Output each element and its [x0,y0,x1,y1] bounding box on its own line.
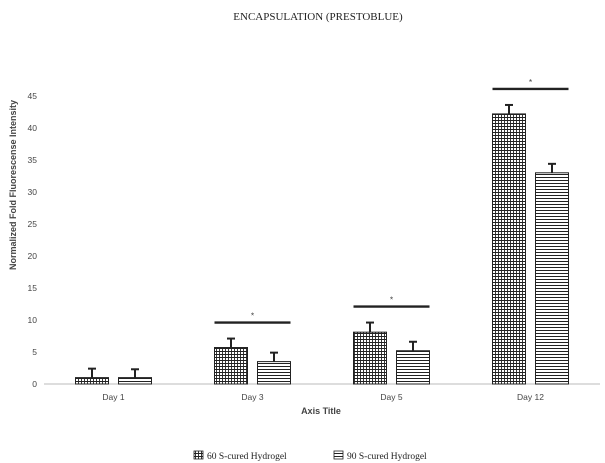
y-tick-label: 20 [28,251,38,261]
error-bar [366,321,374,333]
svg-text:*: * [390,295,394,305]
y-tick-label: 45 [28,91,38,101]
legend: 60 S-cured Hydrogel 90 S-cured Hydrogel [193,450,427,462]
legend-swatch-60s [193,450,204,460]
y-tick-label: 5 [32,347,37,357]
y-tick-label: 0 [32,379,37,389]
svg-text:*: * [251,311,255,321]
y-tick-label: 10 [28,315,38,325]
error-bar [131,368,139,378]
svg-text:*: * [529,77,533,87]
chart-title: ENCAPSULATION (PRESTOBLUE) [233,11,403,23]
x-axis-label: Axis Title [301,406,341,416]
error-bar [409,340,417,351]
significance-markers: * * * [214,77,569,324]
legend-swatch-90s [333,450,344,460]
significance-marker: * [492,77,569,91]
bars [75,113,569,385]
bar-series-1-day-1 [75,377,109,385]
y-tick-label: 25 [28,219,38,229]
x-tick-label: Day 5 [380,392,402,402]
error-bar [505,103,513,114]
bar-series-2-day-12 [535,172,569,385]
bar-series-1-day-3 [214,347,248,385]
bar-series-2-day-1 [118,377,152,385]
y-tick-label: 35 [28,155,38,165]
y-tick-label: 40 [28,123,38,133]
bar-series-2-day-5 [396,350,430,385]
error-bar [88,367,96,378]
y-tick-label: 15 [28,283,38,293]
bar-series-2-day-3 [257,361,291,385]
y-axis-label: Normalized Fold Fluorescense Intensity [8,100,18,270]
error-bars [88,103,556,378]
error-bar [548,162,556,173]
error-bar [227,337,235,348]
y-tick-label: 30 [28,187,38,197]
legend-label-60s: 60 S-cured Hydrogel [207,452,287,462]
bar-series-1-day-5 [353,331,387,385]
legend-label-90s: 90 S-cured Hydrogel [347,452,427,462]
bar-series-1-day-12 [492,113,526,385]
x-ticks: Day 1 Day 3 Day 5 Day 12 [102,392,544,402]
error-bar [270,351,278,362]
y-ticks: 0 5 10 15 20 25 30 35 40 45 [28,91,38,389]
significance-marker: * [353,295,430,308]
x-tick-label: Day 3 [241,392,263,402]
x-tick-label: Day 12 [517,392,544,402]
x-tick-label: Day 1 [102,392,124,402]
significance-marker: * [214,311,291,324]
